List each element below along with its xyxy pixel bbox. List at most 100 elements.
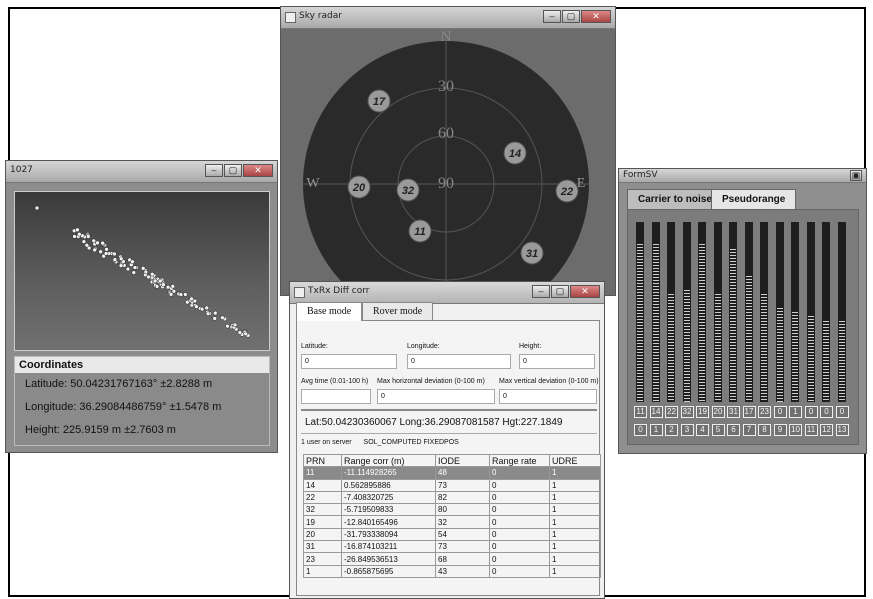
position-fix-point xyxy=(226,324,230,328)
latitude-field[interactable]: 0 xyxy=(301,354,397,369)
signal-bar xyxy=(714,222,722,402)
channel-cell: 6 xyxy=(727,424,740,436)
avg-time-field[interactable] xyxy=(301,389,371,404)
signal-bar xyxy=(791,222,799,402)
table-body: 11 -11.114928265 48 0 1 14 0.562895886 73 0 1 22 -7… xyxy=(304,467,601,578)
signal-bar-fill xyxy=(653,244,659,402)
position-fix-point xyxy=(183,293,187,297)
table-cell: -12.840165496 xyxy=(342,516,436,528)
sv-tab-strip: Carrier to noise Pseudorange xyxy=(627,189,859,209)
scatter-points xyxy=(15,192,271,352)
position-fix-point xyxy=(220,316,224,320)
north-label: N xyxy=(441,29,452,45)
position-fix-point xyxy=(93,248,97,252)
position-fix-point xyxy=(238,330,242,334)
channel-cell: 13 xyxy=(836,424,849,436)
table-header-row: PRN Range corr (m) IODE Range rate UDRE xyxy=(304,455,601,467)
channel-cell: 12 xyxy=(820,424,833,436)
column-header-range-rate[interactable]: Range rate xyxy=(490,455,550,467)
table-cell: 1 xyxy=(550,528,601,540)
close-button[interactable]: ✕ xyxy=(570,285,600,298)
close-button[interactable]: ✕ xyxy=(243,164,273,177)
tab-pseudorange[interactable]: Pseudorange xyxy=(711,189,796,209)
position-fix-point xyxy=(171,284,175,288)
table-row[interactable]: 32 -5.719509833 80 0 1 xyxy=(304,504,601,516)
position-fix-point xyxy=(213,311,217,315)
height-readout: Height: 225.9159 m ±2.7603 m xyxy=(15,419,269,442)
app-icon xyxy=(294,287,305,298)
signal-bar xyxy=(683,222,691,402)
close-button[interactable]: ✕ xyxy=(581,10,611,23)
signal-bar xyxy=(760,222,768,402)
separator xyxy=(301,409,597,411)
table-cell: 0 xyxy=(490,467,550,479)
position-fix-point xyxy=(194,305,198,309)
maximize-button[interactable]: ▢ xyxy=(562,10,580,23)
table-row[interactable]: 23 -26.849536513 68 0 1 xyxy=(304,553,601,565)
titlebar[interactable]: 1027 – ▢ ✕ xyxy=(6,161,277,183)
table-row[interactable]: 1 -0.865875695 43 0 1 xyxy=(304,565,601,577)
separator xyxy=(301,433,597,434)
signal-bar-fill xyxy=(684,290,690,402)
tab-carrier-to-noise[interactable]: Carrier to noise xyxy=(627,189,723,209)
position-fix-point xyxy=(119,264,123,268)
table-cell: 31 xyxy=(304,541,342,553)
max-horizontal-deviation-field[interactable]: 0 xyxy=(377,389,495,404)
table-row[interactable]: 11 -11.114928265 48 0 1 xyxy=(304,467,601,479)
maximize-button[interactable]: ▢ xyxy=(551,285,569,298)
column-header-iode[interactable]: IODE xyxy=(436,455,490,467)
channel-cell: 4 xyxy=(696,424,709,436)
table-cell: 0 xyxy=(490,565,550,577)
height-field[interactable]: 0 xyxy=(519,354,595,369)
titlebar[interactable]: Sky radar – ▢ ✕ xyxy=(281,7,615,29)
window-1027: 1027 – ▢ ✕ Coordinates Latitude: 50.0423… xyxy=(5,160,278,453)
table-cell: 1 xyxy=(550,541,601,553)
minimize-button[interactable]: – xyxy=(532,285,550,298)
signal-bar-fill xyxy=(715,294,721,402)
table-cell: 82 xyxy=(436,491,490,503)
position-fix-point xyxy=(153,279,157,283)
position-fix-point xyxy=(213,317,217,321)
position-fix-point xyxy=(131,260,135,264)
max-horizontal-deviation-label: Max horizontal deviation (0-100 m) xyxy=(377,378,485,385)
restore-button[interactable]: ▣ xyxy=(850,170,862,181)
table-cell: -5.719509833 xyxy=(342,504,436,516)
app-icon xyxy=(285,12,296,23)
table-cell: 1 xyxy=(550,504,601,516)
column-header-prn[interactable]: PRN xyxy=(304,455,342,467)
max-vertical-deviation-field[interactable]: 0 xyxy=(499,389,597,404)
maximize-button[interactable]: ▢ xyxy=(224,164,242,177)
table-cell: 0 xyxy=(490,504,550,516)
longitude-field[interactable]: 0 xyxy=(407,354,511,369)
channel-cell: 7 xyxy=(743,424,756,436)
ring-label-30: 30 xyxy=(438,78,454,95)
prn-cell: 19 xyxy=(696,406,709,418)
minimize-button[interactable]: – xyxy=(205,164,223,177)
signal-bars-panel: 11 0 14 1 22 2 32 3 19 4 20 5 31 6 17 7 23 8 0 9 1 10 0 11 0 12 0 1… xyxy=(627,209,859,445)
column-header-udre[interactable]: UDRE xyxy=(550,455,601,467)
table-row[interactable]: 31 -16.874103211 73 0 1 xyxy=(304,541,601,553)
prn-cell: 0 xyxy=(820,406,833,418)
minimize-button[interactable]: – xyxy=(543,10,561,23)
table-cell: 68 xyxy=(436,553,490,565)
column-header-range-corr[interactable]: Range corr (m) xyxy=(342,455,436,467)
position-fix-point xyxy=(206,312,210,316)
table-cell: 11 xyxy=(304,467,342,479)
table-row[interactable]: 19 -12.840165496 32 0 1 xyxy=(304,516,601,528)
table-row[interactable]: 22 -7.408320725 82 0 1 xyxy=(304,491,601,503)
titlebar[interactable]: TxRx Diff corr – ▢ ✕ xyxy=(290,282,604,304)
prn-cell: 0 xyxy=(774,406,787,418)
table-row[interactable]: 20 -31.793338094 54 0 1 xyxy=(304,528,601,540)
channel-cell: 10 xyxy=(789,424,802,436)
signal-bar xyxy=(729,222,737,402)
titlebar[interactable]: FormSV ▣ xyxy=(619,169,866,183)
signal-bar-fill xyxy=(730,249,736,402)
table-row[interactable]: 14 0.562895886 73 0 1 xyxy=(304,479,601,491)
tab-base-mode[interactable]: Base mode xyxy=(296,302,362,321)
position-readout: Lat:50.04230360067 Long:36.29087081587 H… xyxy=(305,417,562,428)
position-fix-point xyxy=(193,299,197,303)
position-fix-point xyxy=(105,247,109,251)
tab-rover-mode[interactable]: Rover mode xyxy=(362,302,433,321)
table-cell: 32 xyxy=(436,516,490,528)
channel-cell: 9 xyxy=(774,424,787,436)
